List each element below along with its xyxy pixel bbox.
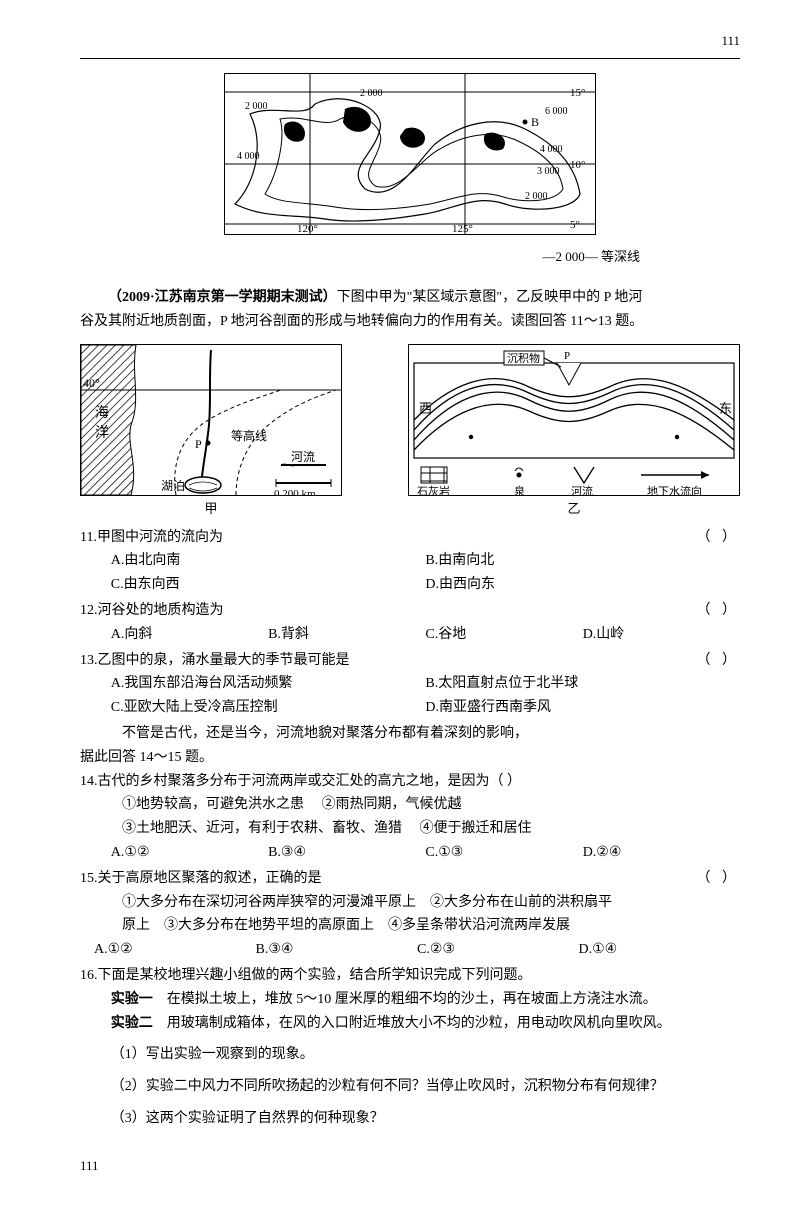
q12-opt-a: A.向斜 — [111, 623, 268, 647]
q12-stem: 12.河谷处的地质构造为 — [80, 603, 224, 618]
q14-i2: ②雨热同期，气候优越 — [322, 797, 462, 812]
question-14: 14.古代的乡村聚落多分布于河流两岸或交汇处的高亢之地，是因为（ ） ①地势较高… — [80, 770, 740, 865]
intro-paragraph: （2009·江苏南京第一学期期末测试）下图中甲为"某区域示意图"，乙反映甲中的 … — [80, 286, 740, 334]
svg-text:2 000: 2 000 — [525, 191, 548, 202]
diagram-jia-wrap: 40° 海 洋 P 等高线 湖泊 河流 — [80, 344, 342, 520]
q11-opt-a: A.由北向南 — [111, 549, 426, 573]
paren: （ ） — [697, 599, 741, 623]
svg-text:海: 海 — [95, 405, 109, 421]
svg-text:10°: 10° — [570, 159, 585, 171]
narrative-line2: 据此回答 14～15 题。 — [80, 746, 740, 770]
paren: （ ） — [697, 526, 741, 550]
q14-opt-a: A.①② — [111, 841, 268, 865]
q12-opt-b: B.背斜 — [268, 623, 425, 647]
q14-i1: ①地势较高，可避免洪水之患 — [122, 797, 304, 812]
q11-opt-b: B.由南向北 — [425, 549, 740, 573]
paren: （ ） — [697, 649, 741, 673]
svg-text:125°: 125° — [452, 223, 473, 234]
svg-text:东: 东 — [719, 401, 732, 416]
svg-text:湖泊: 湖泊 — [161, 478, 185, 493]
question-12: 12.河谷处的地质构造为 （ ） A.向斜 B.背斜 C.谷地 D.山岭 — [80, 599, 740, 647]
q15-opt-c: C.②③ — [417, 938, 579, 962]
q14-opt-c: C.①③ — [425, 841, 582, 865]
svg-text:等高线: 等高线 — [231, 428, 267, 443]
page-number-top: 111 — [80, 30, 740, 52]
svg-text:15°: 15° — [570, 87, 585, 99]
svg-text:2 000: 2 000 — [245, 101, 268, 112]
svg-text:河流: 河流 — [291, 450, 315, 464]
ocean-depth-map: B 15° 10° 5° 120° 125° 2 000 4 000 2 000… — [80, 73, 740, 268]
svg-text:120°: 120° — [297, 223, 318, 234]
q15-items-12: ①大多分布在深切河谷两岸狭窄的河漫滩平原上 ②大多分布在山前的洪积扇平 — [80, 891, 740, 915]
q14-stem: 14.古代的乡村聚落多分布于河流两岸或交汇处的高亢之地，是因为（ ） — [80, 770, 740, 794]
q13-stem: 13.乙图中的泉，涌水量最大的季节最可能是 — [80, 653, 350, 668]
q15-opt-d: D.①④ — [579, 938, 741, 962]
q16-s2: （2）实验二中风力不同所吹扬起的沙粒有何不同？当停止吹风时，沉积物分布有何规律？ — [80, 1075, 740, 1099]
q16-stem: 16.下面是某校地理兴趣小组做的两个实验，结合所学知识完成下列问题。 — [80, 964, 740, 988]
diagram-yi-wrap: P 沉积物 西 东 石灰岩 泉 河流 — [408, 344, 740, 520]
q14-opt-b: B.③④ — [268, 841, 425, 865]
map1-point-b: B — [531, 115, 539, 129]
intro-text2: 谷及其附近地质剖面，P 地河谷剖面的形成与地转偏向力的作用有关。读图回答 11～… — [80, 310, 740, 334]
exp2-text: 用玻璃制成箱体，在风的入口附近堆放大小不均的沙粒，用电动吹风机向里吹风。 — [167, 1016, 671, 1031]
svg-text:河流: 河流 — [571, 484, 593, 495]
q14-i3: ③土地肥沃、近河，有利于农耕、畜牧、渔猎 — [122, 821, 402, 836]
intro-text1: 下图中甲为"某区域示意图"，乙反映甲中的 P 地河 — [337, 290, 643, 305]
q15-opt-b: B.③④ — [256, 938, 418, 962]
diagram-jia-caption: 甲 — [80, 498, 342, 520]
svg-text:6 000: 6 000 — [545, 106, 568, 117]
exp2-label: 实验二 — [111, 1016, 153, 1031]
exp1-label: 实验一 — [111, 992, 153, 1007]
q13-opt-c: C.亚欧大陆上受冷高压控制 — [111, 696, 426, 720]
svg-text:5°: 5° — [570, 219, 580, 231]
q12-opt-d: D.山岭 — [583, 623, 740, 647]
q12-opt-c: C.谷地 — [425, 623, 582, 647]
svg-text:P: P — [195, 437, 202, 451]
q16-s3: （3）这两个实验证明了自然界的何种现象？ — [80, 1107, 740, 1131]
svg-text:40°: 40° — [83, 376, 100, 390]
q11-opt-c: C.由东向西 — [111, 573, 426, 597]
question-list: 11.甲图中河流的流向为 （ ） A.由北向南 B.由南向北 C.由东向西 D.由… — [80, 526, 740, 1131]
svg-text:西: 西 — [419, 401, 432, 416]
exp1-text: 在模拟土坡上，堆放 5～10 厘米厚的粗细不均的沙土，再在坡面上方浇注水流。 — [167, 992, 657, 1007]
svg-text:石灰岩: 石灰岩 — [417, 484, 450, 495]
question-15: 15.关于高原地区聚落的叙述，正确的是 （ ） ①大多分布在深切河谷两岸狭窄的河漫… — [80, 867, 740, 962]
q15-stem: 15.关于高原地区聚落的叙述，正确的是 — [80, 871, 322, 886]
svg-text:洋: 洋 — [95, 425, 109, 441]
paren: （ ） — [697, 867, 741, 891]
svg-text:3 000: 3 000 — [537, 166, 560, 177]
q15-items-34: 原上 ③大多分布在地势平坦的高原面上 ④多呈条带状沿河流两岸发展 — [80, 914, 740, 938]
divider-top — [80, 58, 740, 59]
svg-text:0 200 km: 0 200 km — [274, 488, 316, 495]
q13-opt-b: B.太阳直射点位于北半球 — [425, 672, 740, 696]
question-16: 16.下面是某校地理兴趣小组做的两个实验，结合所学知识完成下列问题。 实验一 在… — [80, 964, 740, 1131]
page-number-bottom: 111 — [80, 1155, 740, 1177]
question-11: 11.甲图中河流的流向为 （ ） A.由北向南 B.由南向北 C.由东向西 D.由… — [80, 526, 740, 597]
svg-text:4 000: 4 000 — [237, 151, 260, 162]
svg-text:地下水流向: 地下水流向 — [647, 484, 702, 495]
q14-i4: ④便于搬迁和居住 — [420, 821, 532, 836]
q15-opt-a: A.①② — [94, 938, 256, 962]
svg-text:P: P — [564, 350, 570, 362]
q14-opt-d: D.②④ — [583, 841, 740, 865]
intro-source: （2009·江苏南京第一学期期末测试） — [108, 290, 337, 305]
q11-opt-d: D.由西向东 — [425, 573, 740, 597]
q11-stem: 11.甲图中河流的流向为 — [80, 530, 223, 545]
svg-text:沉积物: 沉积物 — [507, 351, 540, 365]
map1-legend: —2 000— 等深线 — [80, 246, 740, 268]
q13-opt-d: D.南亚盛行西南季风 — [425, 696, 740, 720]
diagram-yi-caption: 乙 — [408, 498, 740, 520]
question-13: 13.乙图中的泉，涌水量最大的季节最可能是（ ） A.我国东部沿海台风活动频繁 … — [80, 649, 740, 720]
svg-text:2 000: 2 000 — [360, 88, 383, 99]
svg-text:泉: 泉 — [514, 484, 525, 495]
diagram-row: 40° 海 洋 P 等高线 湖泊 河流 — [80, 344, 740, 520]
q16-s1: （1）写出实验一观察到的现象。 — [80, 1043, 740, 1067]
narrative-line1: 不管是古代，还是当今，河流地貌对聚落分布都有着深刻的影响， — [80, 722, 740, 746]
svg-text:4 000: 4 000 — [540, 144, 563, 155]
q13-opt-a: A.我国东部沿海台风活动频繁 — [111, 672, 426, 696]
